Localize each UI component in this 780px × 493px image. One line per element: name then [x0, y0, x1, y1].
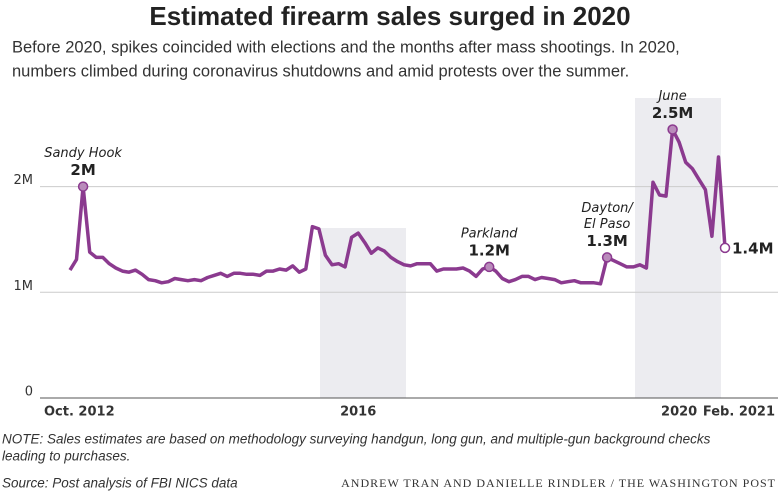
subtitle: numbers climbed during coronavirus shutd…: [12, 62, 629, 80]
y-tick-label: 2M: [14, 173, 34, 188]
point-marker: [77, 181, 89, 192]
x-tick-label: 2020: [661, 405, 697, 420]
chart-title: Estimated firearm sales surged in 2020: [149, 1, 630, 31]
x-tick-label: Oct. 2012: [44, 405, 115, 420]
value-label: 2M: [70, 161, 95, 179]
note: NOTE: Sales estimates are based on metho…: [2, 432, 711, 447]
value-label: 1.2M: [468, 241, 510, 259]
source: Source: Post analysis of FBI NICS data: [2, 476, 238, 491]
annotation: Sandy Hook: [44, 146, 122, 161]
value-label: 1.3M: [586, 232, 628, 250]
point-marker: [719, 242, 731, 254]
y-tick-label: 0: [25, 385, 33, 400]
annotation: Dayton/: [581, 201, 634, 216]
annotation: El Paso: [584, 217, 631, 232]
series-line: [68, 127, 727, 286]
x-tick-label: 2016: [340, 405, 376, 420]
value-label: 2.5M: [652, 104, 694, 122]
shaded-period: [320, 228, 406, 398]
x-tick-label: Feb. 2021: [703, 405, 775, 420]
y-tick-label: 1M: [14, 279, 34, 294]
annotation: June: [655, 89, 686, 104]
note: leading to purchases.: [2, 449, 130, 464]
annotation: Parkland: [461, 226, 518, 241]
point-marker: [667, 124, 678, 135]
value-label: 1.4M: [732, 239, 774, 257]
subtitle: Before 2020, spikes coincided with elect…: [12, 38, 680, 56]
point-marker: [601, 252, 613, 263]
point-marker: [483, 261, 495, 273]
credit: ANDREW TRAN AND DANIELLE RINDLER / THE W…: [341, 476, 776, 490]
